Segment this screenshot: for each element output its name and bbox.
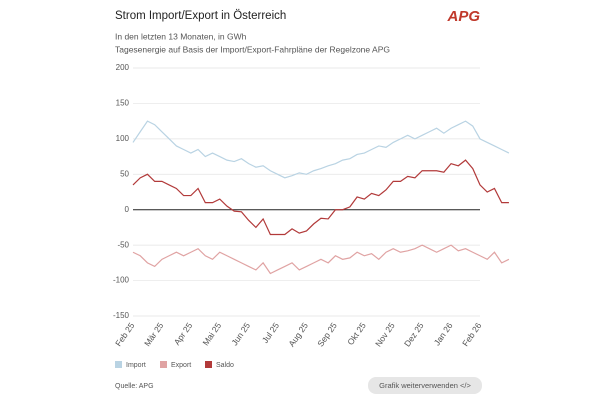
legend-label: Import <box>126 362 146 369</box>
logo: APG <box>446 8 480 25</box>
y-tick-label: -50 <box>117 240 129 249</box>
source: Quelle: APG <box>115 383 154 390</box>
x-tick-label: Jan 26 <box>432 320 455 347</box>
chart-title: Strom Import/Export in Österreich <box>115 10 286 22</box>
description: Tagesenergie auf Basis der Import/Export… <box>115 44 390 54</box>
x-tick-label: Nov 25 <box>373 320 397 348</box>
x-tick-label: Aug 25 <box>286 320 310 348</box>
y-tick-label: -100 <box>113 276 130 285</box>
x-tick-label: Feb 25 <box>113 320 137 348</box>
legend-label: Saldo <box>216 362 234 369</box>
x-tick-label: Jul 25 <box>260 320 281 345</box>
x-tick-label: Apr 25 <box>172 320 195 346</box>
legend-label: Export <box>171 362 191 369</box>
x-tick-label: Feb 26 <box>460 320 484 348</box>
line-1 <box>132 244 510 275</box>
x-tick-label: Mär 25 <box>142 320 166 348</box>
button[interactable]: Grafik weiterverwenden </> <box>379 381 471 390</box>
y-tick-label: 150 <box>116 99 130 108</box>
line-2 <box>132 159 509 236</box>
y-tick-label: 100 <box>116 134 130 143</box>
x-tick-label: Mai 25 <box>200 320 223 347</box>
x-tick-label: Okt 25 <box>345 320 368 346</box>
legend-swatch <box>115 361 122 368</box>
button-bg[interactable] <box>368 377 482 394</box>
line-0 <box>132 120 510 179</box>
y-tick-label: 0 <box>125 205 130 214</box>
x-tick-label: Jun 25 <box>229 320 252 347</box>
y-tick-label: 200 <box>116 63 130 72</box>
x-tick-label: Sep 25 <box>315 320 339 348</box>
legend-swatch <box>205 361 212 368</box>
y-tick-label: -150 <box>113 311 130 320</box>
x-tick-label: Dez 25 <box>402 320 426 348</box>
subtitle: In den letzten 13 Monaten, in GWh <box>115 31 247 41</box>
legend-swatch <box>160 361 167 368</box>
y-tick-label: 50 <box>120 169 129 178</box>
